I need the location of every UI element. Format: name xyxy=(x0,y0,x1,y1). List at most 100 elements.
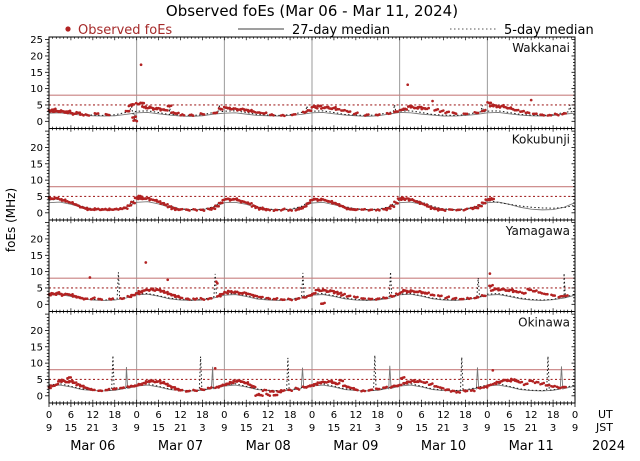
observed-point xyxy=(542,381,546,385)
observed-point xyxy=(480,204,483,208)
observed-point xyxy=(177,111,180,115)
observed-point xyxy=(64,292,67,296)
jst-tick-label: 9 xyxy=(572,423,578,434)
observed-point xyxy=(257,393,261,397)
station-label: Okinawa xyxy=(518,316,570,330)
observed-point xyxy=(252,295,256,298)
observed-point xyxy=(334,382,338,386)
ut-tick-label: 6 xyxy=(243,410,249,421)
observed-point xyxy=(214,386,217,390)
observed-point xyxy=(509,379,513,383)
observed-point xyxy=(422,381,425,384)
y-tick-label: 5 xyxy=(37,192,43,203)
observed-point xyxy=(405,291,409,294)
observed-point xyxy=(309,109,313,112)
observed-point xyxy=(151,288,155,292)
observed-point xyxy=(188,209,191,212)
observed-point xyxy=(246,383,250,386)
panel-group: 0 5 10 15 20 25 Wakkanai 0 5 10 15 20 Kokubunji 0 5 10 1… xyxy=(30,35,576,407)
observed-point xyxy=(151,108,155,111)
y-axis-label: foEs (MHz) xyxy=(4,188,18,252)
observed-point xyxy=(104,388,108,392)
observed-point xyxy=(272,393,276,397)
observed-point xyxy=(97,207,100,211)
jst-unit-label: JST xyxy=(595,421,613,434)
observed-point xyxy=(250,201,253,205)
observed-point xyxy=(232,379,235,382)
observed-point xyxy=(82,297,86,301)
observed-point xyxy=(323,106,327,109)
observed-point xyxy=(134,291,138,295)
observed-point xyxy=(155,107,159,111)
observed-point xyxy=(378,387,381,391)
observed-point xyxy=(287,388,290,392)
observed-point xyxy=(279,114,283,117)
observed-point xyxy=(148,105,151,109)
observed-point xyxy=(473,205,477,209)
observed-point xyxy=(409,289,413,292)
observed-point xyxy=(374,208,378,212)
observed-point xyxy=(239,200,243,204)
observed-point xyxy=(141,105,144,108)
observed-point xyxy=(71,381,75,385)
observed-point xyxy=(492,197,496,201)
observed-point xyxy=(486,101,489,104)
y-tick-label: 20 xyxy=(30,326,43,337)
observed-point xyxy=(465,112,469,116)
observed-point xyxy=(256,111,259,114)
observed-point xyxy=(349,207,352,211)
ut-unit-label: UT xyxy=(598,408,613,421)
observed-point xyxy=(108,297,111,301)
observed-point xyxy=(465,207,469,211)
observed-point xyxy=(356,208,359,211)
observed-point xyxy=(442,109,445,112)
observed-point xyxy=(495,380,498,384)
observed-point xyxy=(78,384,82,388)
observed-point xyxy=(427,106,431,110)
observed-point xyxy=(343,108,346,112)
observed-point xyxy=(473,296,477,300)
observed-point xyxy=(248,292,252,296)
observed-point xyxy=(433,385,436,388)
observed-point xyxy=(134,115,138,118)
observed-point xyxy=(180,388,184,392)
observed-point xyxy=(159,109,162,112)
observed-point xyxy=(148,198,151,202)
observed-point xyxy=(433,109,436,112)
year-label: 2024 xyxy=(592,439,625,454)
observed-point xyxy=(431,382,434,385)
observed-point xyxy=(69,376,73,379)
observed-point xyxy=(177,295,181,299)
observed-point xyxy=(411,198,414,202)
observed-point xyxy=(320,197,323,201)
observed-point xyxy=(405,380,409,383)
observed-point xyxy=(378,113,381,116)
observed-point xyxy=(557,295,561,299)
observed-point xyxy=(462,297,465,301)
observed-point xyxy=(126,204,130,207)
observed-point xyxy=(226,289,230,293)
observed-point xyxy=(202,388,206,392)
observed-point xyxy=(520,291,524,295)
observed-point xyxy=(134,101,138,105)
jst-tick-label: 3 xyxy=(375,423,381,434)
observed-point xyxy=(97,389,100,393)
observed-point xyxy=(360,208,363,211)
observed-point xyxy=(528,379,531,383)
observed-point xyxy=(431,99,434,103)
observed-point xyxy=(549,114,553,117)
observed-point xyxy=(129,203,133,207)
observed-point xyxy=(482,386,486,389)
observed-point xyxy=(378,297,381,300)
ut-tick-label: 18 xyxy=(108,410,121,421)
jst-tick-label: 15 xyxy=(240,423,253,434)
observed-point xyxy=(349,386,352,390)
observed-point xyxy=(217,107,221,110)
observed-point xyxy=(290,298,294,302)
observed-point xyxy=(363,389,367,393)
observed-point xyxy=(184,297,188,301)
observed-point xyxy=(420,107,424,111)
observed-point xyxy=(119,386,122,390)
observed-point xyxy=(394,292,398,295)
observed-point xyxy=(524,111,528,115)
